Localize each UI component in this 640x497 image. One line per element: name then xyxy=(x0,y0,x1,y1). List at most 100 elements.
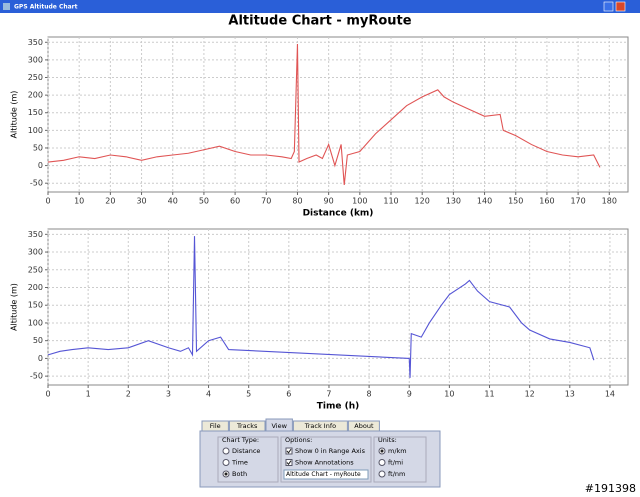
y-tick-label: 100 xyxy=(28,318,43,327)
radio-button[interactable] xyxy=(378,459,386,466)
x-tick-label: 90 xyxy=(324,197,334,206)
x-tick-label: 4 xyxy=(206,390,211,399)
radio-label[interactable]: ft/mi xyxy=(388,459,403,467)
radio-button[interactable] xyxy=(222,459,230,466)
tab-label[interactable]: About xyxy=(354,422,374,430)
tab[interactable] xyxy=(228,420,266,432)
y-tick-label: -50 xyxy=(30,179,43,188)
checkbox[interactable] xyxy=(285,459,293,466)
y-tick-label: 200 xyxy=(28,91,43,100)
x-tick-label: 100 xyxy=(352,197,367,206)
y-tick-label: 50 xyxy=(33,143,43,152)
x-tick-label: 0 xyxy=(45,390,50,399)
tab[interactable] xyxy=(347,420,380,432)
x-tick-label: 9 xyxy=(407,390,412,399)
group-title: Units: xyxy=(378,436,397,444)
group-box xyxy=(373,436,427,483)
tab-label[interactable]: File xyxy=(210,422,221,430)
plot-area xyxy=(47,228,629,386)
y-axis-label: Altitude (m) xyxy=(10,283,19,331)
x-axis-label: Distance (km) xyxy=(303,209,374,219)
y-tick-label: 0 xyxy=(38,354,43,363)
x-tick-label: 13 xyxy=(565,390,575,399)
title-bar xyxy=(0,0,640,13)
tab-label[interactable]: Track Info xyxy=(304,422,336,430)
group-box xyxy=(217,436,279,483)
x-tick-label: 170 xyxy=(570,197,585,206)
radio-label[interactable]: Distance xyxy=(232,447,260,455)
close-button[interactable] xyxy=(615,1,626,12)
group-title: Options: xyxy=(285,436,312,444)
x-tick-label: 80 xyxy=(292,197,302,206)
x-tick-label: 1 xyxy=(86,390,91,399)
radio-label[interactable]: Time xyxy=(231,459,248,467)
checkbox[interactable] xyxy=(285,447,293,455)
y-tick-label: 350 xyxy=(28,38,43,47)
y-axis-label: Altitude (m) xyxy=(10,91,19,139)
x-tick-label: 150 xyxy=(508,197,523,206)
y-tick-label: 350 xyxy=(28,230,43,239)
tab-label[interactable]: View xyxy=(271,422,287,430)
radio-dot xyxy=(224,472,228,476)
maximize-button[interactable] xyxy=(603,1,614,12)
radio-button[interactable] xyxy=(378,470,386,478)
x-tick-label: 5 xyxy=(246,390,251,399)
x-tick-label: 40 xyxy=(168,197,178,206)
x-tick-label: 12 xyxy=(525,390,535,399)
y-tick-label: 250 xyxy=(28,73,43,82)
checkbox-label[interactable]: Show Annotations xyxy=(295,459,354,467)
text-field-value[interactable]: Altitude Chart - myRoute xyxy=(286,471,361,478)
x-tick-label: 10 xyxy=(74,197,84,206)
x-tick-label: 70 xyxy=(261,197,271,206)
x-tick-label: 180 xyxy=(602,197,617,206)
x-axis-label: Time (h) xyxy=(317,402,359,412)
x-tick-label: 20 xyxy=(105,197,115,206)
altitude-line xyxy=(47,44,601,186)
x-tick-label: 50 xyxy=(199,197,209,206)
x-tick-label: 160 xyxy=(539,197,554,206)
x-tick-label: 2 xyxy=(126,390,131,399)
radio-button[interactable] xyxy=(222,447,230,455)
check-mark xyxy=(286,448,292,454)
radio-label[interactable]: m/km xyxy=(388,447,407,455)
x-tick-label: 120 xyxy=(415,197,430,206)
x-tick-label: 3 xyxy=(166,390,171,399)
tab[interactable] xyxy=(201,420,229,432)
x-tick-label: 7 xyxy=(326,390,331,399)
window-title: GPS Altitude Chart xyxy=(14,4,78,11)
tab[interactable] xyxy=(292,420,348,432)
watermark: #191398 xyxy=(585,482,636,495)
x-tick-label: 8 xyxy=(367,390,372,399)
y-tick-label: 300 xyxy=(28,248,43,257)
group-title: Chart Type: xyxy=(222,436,259,444)
tab[interactable] xyxy=(265,418,293,432)
radio-label[interactable]: Both xyxy=(232,470,247,478)
tab-label[interactable]: Tracks xyxy=(236,422,258,430)
text-field[interactable] xyxy=(283,469,369,480)
y-tick-label: 0 xyxy=(38,161,43,170)
check-mark xyxy=(286,460,292,466)
y-tick-label: 100 xyxy=(28,126,43,135)
checkbox-label[interactable]: Show 0 in Range Axis xyxy=(295,447,366,455)
y-tick-label: -50 xyxy=(30,372,43,381)
x-tick-label: 60 xyxy=(230,197,240,206)
x-tick-label: 10 xyxy=(444,390,454,399)
x-tick-label: 14 xyxy=(605,390,615,399)
x-tick-label: 140 xyxy=(477,197,492,206)
y-tick-label: 150 xyxy=(28,108,43,117)
y-tick-label: 50 xyxy=(33,336,43,345)
altitude-line xyxy=(47,236,595,378)
x-tick-label: 110 xyxy=(383,197,398,206)
y-tick-label: 250 xyxy=(28,265,43,274)
x-tick-label: 130 xyxy=(446,197,461,206)
radio-label[interactable]: ft/nm xyxy=(388,470,405,478)
y-tick-label: 150 xyxy=(28,301,43,310)
x-tick-label: 30 xyxy=(136,197,146,206)
x-tick-label: 0 xyxy=(45,197,50,206)
chart-title: Altitude Chart - myRoute xyxy=(228,14,411,29)
y-tick-label: 300 xyxy=(28,55,43,64)
radio-dot xyxy=(380,449,384,453)
plot-area xyxy=(47,36,629,193)
y-tick-label: 200 xyxy=(28,283,43,292)
